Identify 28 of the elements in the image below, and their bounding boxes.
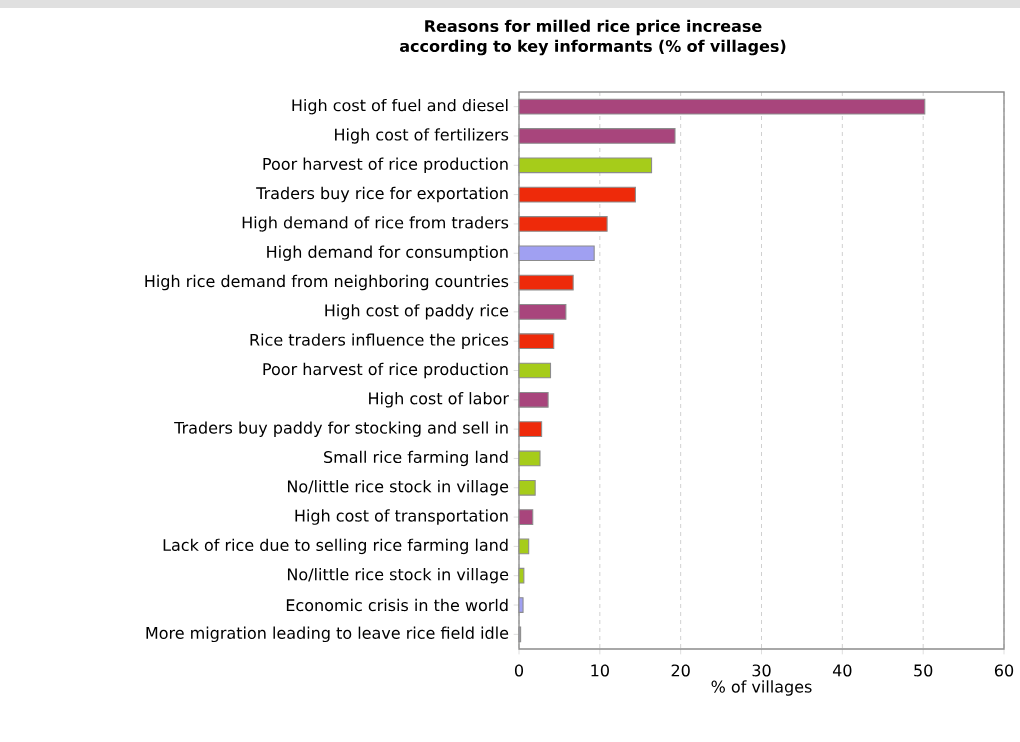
y-tick-label: Economic crisis in the world bbox=[286, 598, 508, 612]
y-tick-label: Traders buy paddy for stocking and sell in bbox=[174, 421, 508, 437]
x-tick-label: 50 bbox=[914, 664, 933, 677]
x-tick-label: 0 bbox=[514, 664, 524, 677]
y-tick-label: High rice demand from neighboring countries bbox=[145, 274, 509, 291]
y-tick-label: High demand of rice from traders bbox=[242, 216, 509, 232]
y-tick-label: High cost of transportation bbox=[295, 509, 508, 525]
y-tick-label: Traders buy rice for exportation bbox=[256, 186, 508, 203]
x-tick-label: 60 bbox=[994, 664, 1014, 677]
y-tick-label: No/little rice stock in village bbox=[287, 480, 509, 496]
chart-title: Reasons for milled rice price increase according to key informants (% of villages) bbox=[399, 19, 786, 56]
y-tick-label: Small rice farming land bbox=[324, 450, 508, 467]
y-tick-label: Rice traders influence the prices bbox=[250, 333, 509, 349]
y-tick-label: High cost of labor bbox=[369, 392, 509, 408]
y-tick-label: No/little rice stock in village bbox=[287, 567, 509, 584]
y-tick-label: High cost of paddy rice bbox=[325, 304, 509, 320]
y-tick-label: High cost of fertilizers bbox=[335, 128, 509, 144]
x-axis-title: % of villages bbox=[711, 680, 812, 696]
y-tick-label: Poor harvest of rice production bbox=[263, 157, 508, 174]
x-tick-label: 40 bbox=[832, 664, 852, 677]
x-tick-label: 30 bbox=[752, 664, 771, 677]
y-tick-label: More migration leading to leave rice field idle bbox=[146, 626, 509, 643]
y-tick-label: High demand for consumption bbox=[267, 245, 508, 261]
x-tick-label: 20 bbox=[671, 664, 690, 677]
y-tick-label: Poor harvest of rice production bbox=[263, 362, 508, 379]
x-tick-label: 10 bbox=[591, 664, 609, 677]
y-tick-label: Lack of rice due to selling rice farming land bbox=[163, 538, 508, 555]
y-tick-label: High cost of fuel and diesel bbox=[292, 98, 508, 115]
